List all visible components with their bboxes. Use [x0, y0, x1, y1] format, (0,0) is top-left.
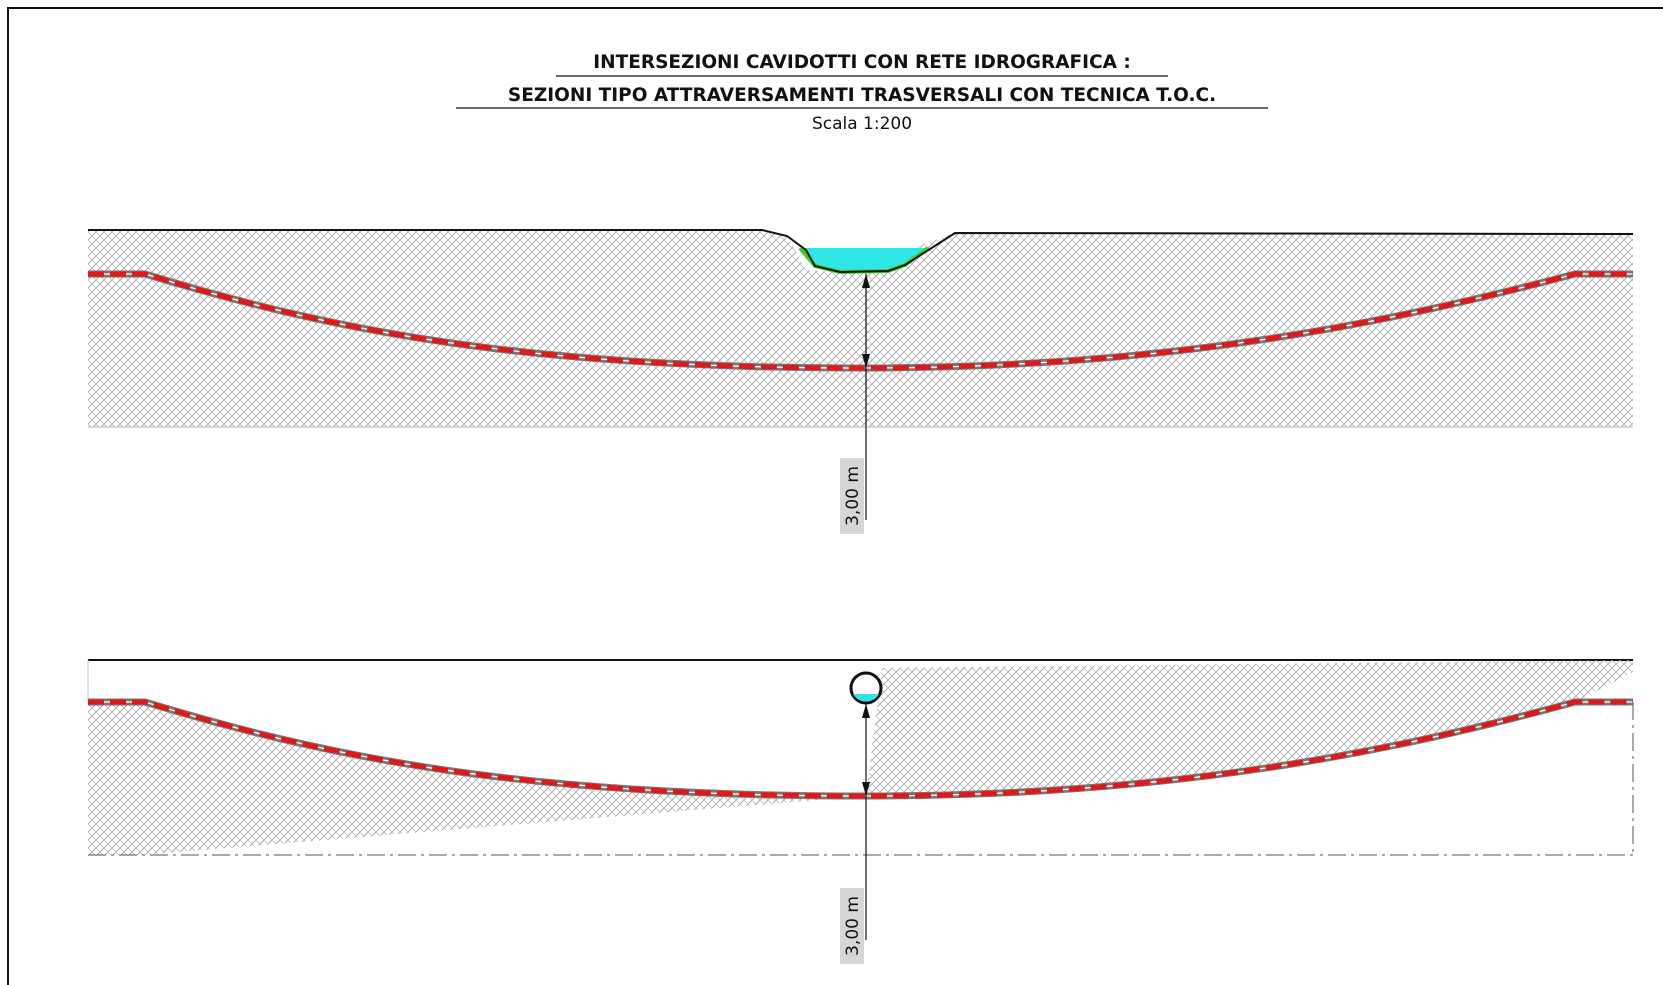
title-line-1: INTERSEZIONI CAVIDOTTI CON RETE IDROGRAF…: [593, 52, 1131, 73]
depth-label-bg-top: [840, 458, 864, 534]
scale-label: Scala 1:200: [812, 114, 912, 134]
depth-dimension-top: 3,00 m: [840, 274, 870, 534]
depth-label-bg-bottom: [840, 888, 864, 964]
cable-path-top: [88, 271, 1633, 371]
section-bottom: 3,00 m: [87, 659, 1634, 964]
culvert-pipe: [849, 671, 883, 705]
section-top: 3,00 m: [88, 229, 1634, 534]
soil-mass-bottom-left: [88, 702, 866, 855]
soil-mass-top: [88, 230, 1633, 427]
title-block: INTERSEZIONI CAVIDOTTI CON RETE IDROGRAF…: [456, 52, 1268, 134]
depth-label-bottom: 3,00 m: [843, 896, 863, 956]
sheet-border: [7, 7, 1663, 985]
depth-dimension-bottom: 3,00 m: [840, 704, 870, 964]
soil-mass-bottom-right: [866, 660, 1633, 796]
channel-water: [800, 248, 928, 272]
cable-path-bottom: [88, 699, 1633, 799]
depth-label-top: 3,00 m: [843, 466, 863, 526]
ground-surface-top: [88, 229, 1634, 274]
title-line-2: SEZIONI TIPO ATTRAVERSAMENTI TRASVERSALI…: [508, 85, 1216, 106]
